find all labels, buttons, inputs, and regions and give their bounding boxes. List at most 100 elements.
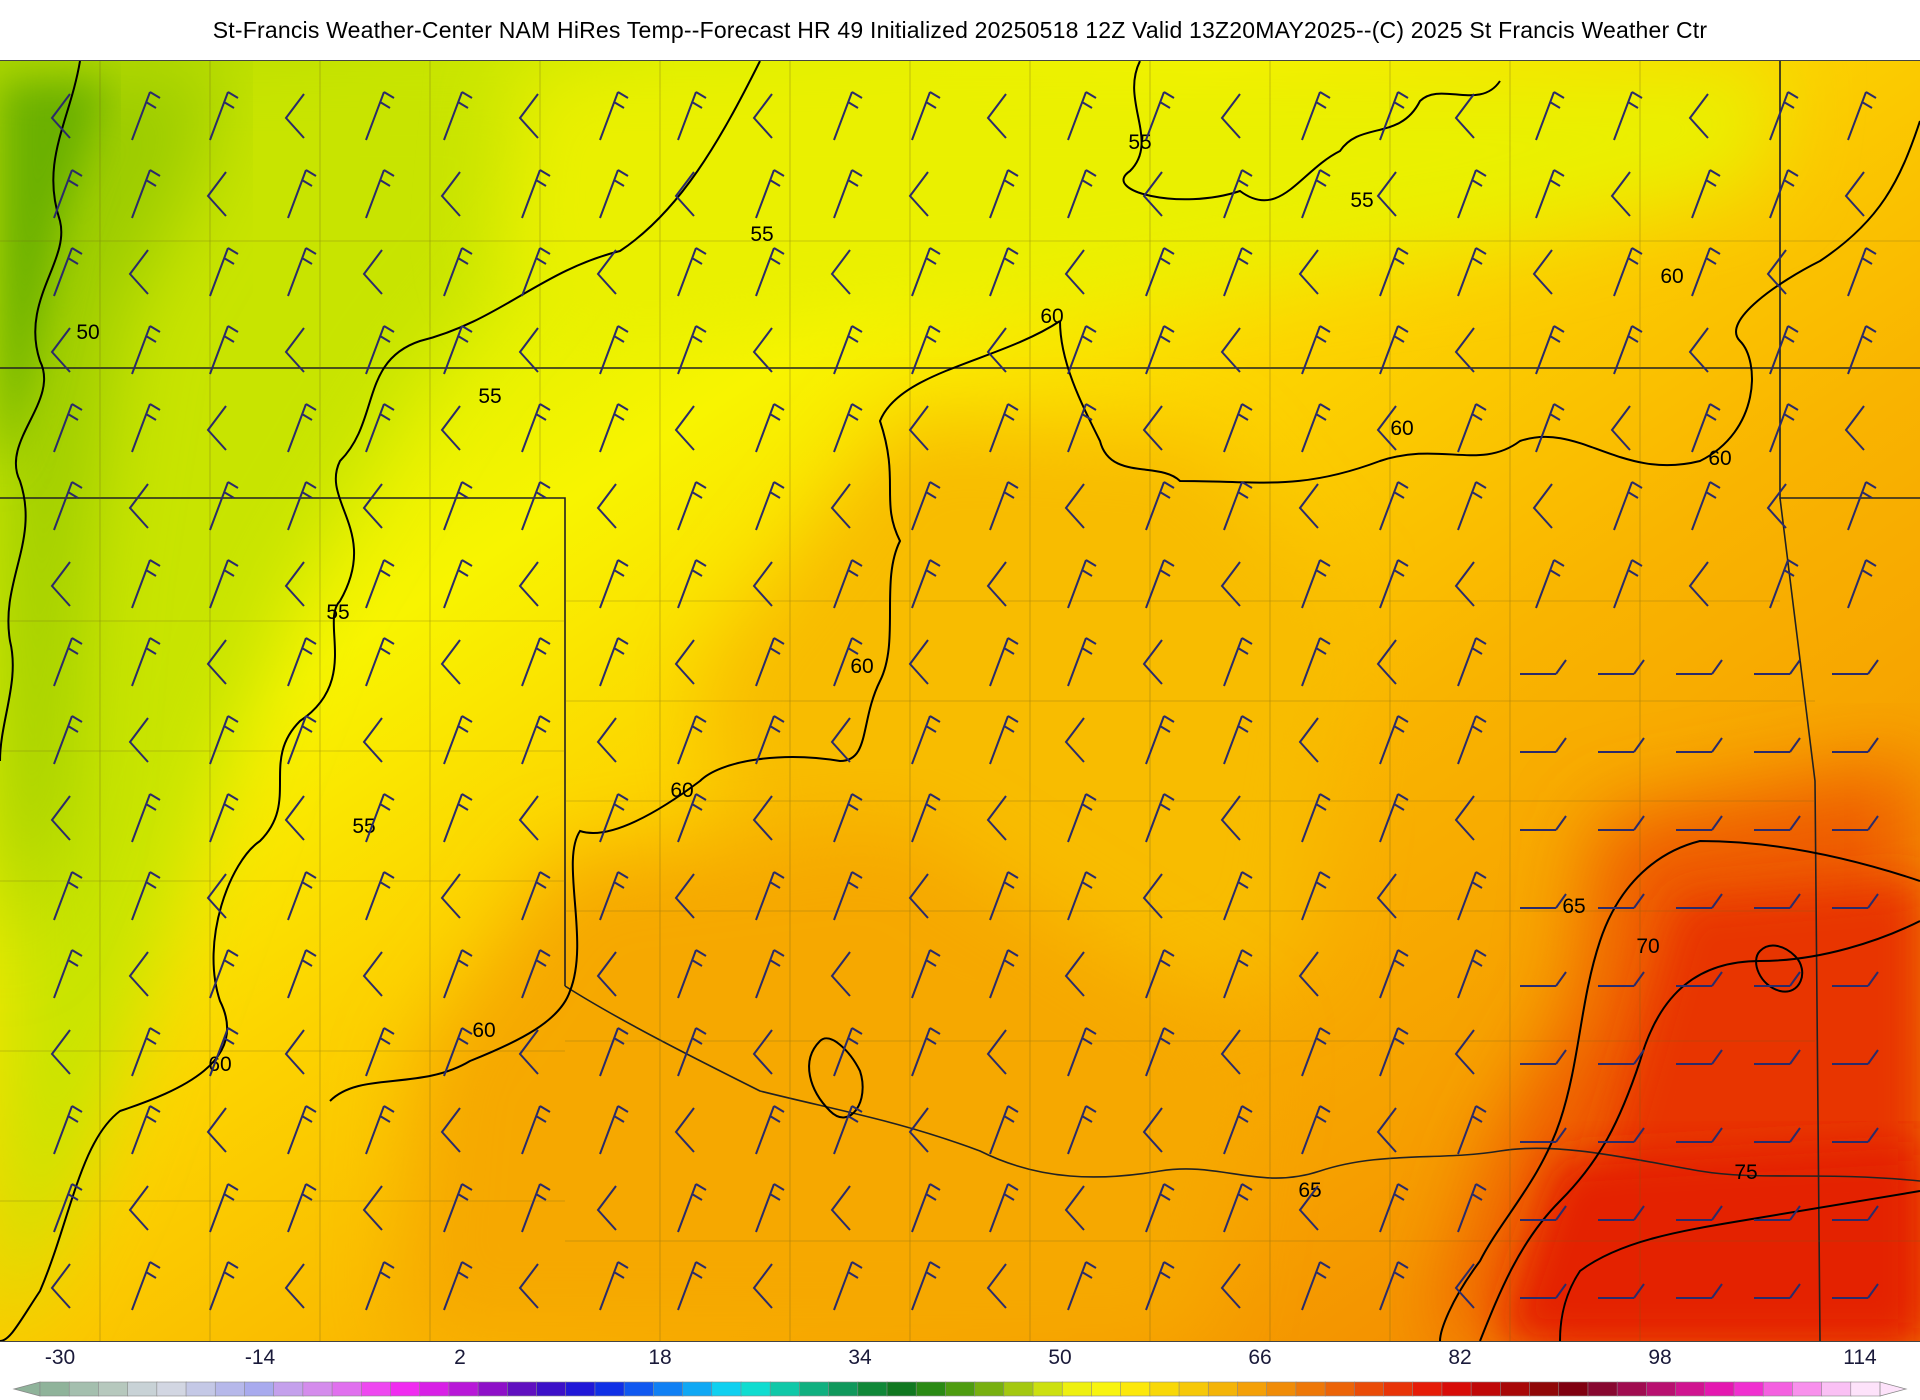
wind-barb bbox=[1688, 327, 1709, 373]
wind-barb bbox=[833, 871, 863, 921]
wind-barb bbox=[53, 637, 83, 687]
contour-label-65: 65 bbox=[1562, 895, 1585, 918]
wind-barb bbox=[1064, 483, 1085, 529]
colorbar-cell bbox=[1237, 1381, 1268, 1397]
colorbar-cell bbox=[127, 1381, 158, 1397]
colorbar-cells bbox=[12, 1381, 1908, 1397]
colorbar-cell bbox=[1120, 1381, 1151, 1397]
wind-barb bbox=[1064, 249, 1085, 295]
temperature-map: 50 55 55 55 55 55 55 60 60 60 60 60 60 6… bbox=[0, 60, 1920, 1342]
contour-label-70: 70 bbox=[1636, 935, 1659, 958]
colorbar-cell bbox=[1149, 1381, 1180, 1397]
wind-barb bbox=[1298, 1185, 1319, 1231]
wind-barb bbox=[1766, 249, 1787, 295]
wind-barb bbox=[1457, 247, 1487, 297]
colorbar-cell bbox=[1061, 1381, 1093, 1397]
contour-label-55: 55 bbox=[1350, 189, 1373, 212]
wind-barb bbox=[1298, 249, 1319, 295]
wind-barb bbox=[131, 871, 161, 921]
wind-barb bbox=[1379, 715, 1409, 765]
wind-barb bbox=[1688, 561, 1709, 607]
wind-barb bbox=[1298, 483, 1319, 529]
wind-barb bbox=[1067, 403, 1097, 453]
wind-barb bbox=[365, 403, 395, 453]
wind-barb bbox=[209, 481, 239, 531]
wind-barb bbox=[989, 169, 1019, 219]
colorbar-cell bbox=[1558, 1381, 1589, 1397]
wind-barb bbox=[1145, 1183, 1175, 1233]
wind-barb bbox=[1457, 1105, 1487, 1155]
wind-barb bbox=[440, 171, 461, 217]
colorbar-cell bbox=[1324, 1381, 1356, 1397]
wind-barb bbox=[1520, 971, 1567, 987]
wind-barb bbox=[128, 951, 149, 997]
wind-barb bbox=[830, 1185, 851, 1231]
wind-barb bbox=[131, 1261, 161, 1311]
wind-barb bbox=[677, 1261, 707, 1311]
contour-label-60: 60 bbox=[850, 655, 873, 678]
wind-barb bbox=[365, 559, 395, 609]
wind-barb bbox=[521, 481, 551, 531]
wind-barb bbox=[1376, 171, 1397, 217]
wind-barb bbox=[1457, 715, 1487, 765]
wind-barb bbox=[1754, 737, 1801, 753]
wind-barb bbox=[1067, 793, 1097, 843]
colorbar-tick-label: 34 bbox=[848, 1346, 872, 1369]
colorbar-cell bbox=[886, 1381, 917, 1397]
colorbar-cell bbox=[740, 1381, 771, 1397]
wind-barb bbox=[362, 717, 383, 763]
wind-barb bbox=[206, 171, 227, 217]
colorbar-tick-label: -14 bbox=[244, 1346, 276, 1369]
wind-barb bbox=[284, 93, 305, 139]
wind-barb bbox=[1598, 815, 1645, 831]
wind-barb bbox=[986, 327, 1007, 373]
wind-barb bbox=[596, 717, 617, 763]
wind-barb bbox=[209, 793, 239, 843]
wind-barb bbox=[1067, 871, 1097, 921]
wind-barb bbox=[1754, 1205, 1801, 1221]
wind-barb bbox=[50, 1263, 71, 1309]
wind-barb bbox=[440, 639, 461, 685]
wind-barb bbox=[1844, 405, 1865, 451]
wind-barb bbox=[365, 1105, 395, 1155]
wind-barb bbox=[284, 795, 305, 841]
wind-barb bbox=[599, 91, 629, 141]
wind-barb bbox=[599, 871, 629, 921]
colorbar-cell bbox=[915, 1381, 947, 1397]
wind-barb bbox=[1067, 559, 1097, 609]
wind-barb bbox=[1754, 659, 1801, 675]
wind-barb bbox=[1301, 1261, 1331, 1311]
wind-barb bbox=[1454, 1029, 1475, 1075]
contour-label-60: 60 bbox=[670, 779, 693, 802]
contour-label-55: 55 bbox=[1128, 131, 1151, 154]
wind-barb bbox=[752, 795, 773, 841]
wind-barb bbox=[128, 717, 149, 763]
wind-barb bbox=[1769, 403, 1799, 453]
wind-barb bbox=[365, 637, 395, 687]
contour-label-55: 55 bbox=[326, 601, 349, 624]
wind-barb bbox=[986, 1029, 1007, 1075]
wind-barb bbox=[53, 715, 83, 765]
wind-barb bbox=[1379, 949, 1409, 999]
colorbar-cell bbox=[1383, 1381, 1414, 1397]
wind-barb bbox=[830, 483, 851, 529]
wind-barb bbox=[1520, 893, 1567, 909]
wind-barb bbox=[1067, 91, 1097, 141]
wind-barb bbox=[365, 1027, 395, 1077]
wind-barb bbox=[674, 1107, 695, 1153]
colorbar-cell bbox=[419, 1381, 450, 1397]
wind-barb bbox=[596, 483, 617, 529]
wind-barb bbox=[53, 169, 83, 219]
colorbar-cell bbox=[1733, 1381, 1764, 1397]
wind-barb bbox=[833, 1027, 863, 1077]
colorbar-cell bbox=[1792, 1381, 1823, 1397]
wind-barb bbox=[1379, 1027, 1409, 1077]
wind-barb bbox=[674, 639, 695, 685]
wind-barb bbox=[599, 403, 629, 453]
wind-barb bbox=[596, 249, 617, 295]
wind-barb bbox=[1676, 737, 1723, 753]
wind-barb bbox=[1847, 247, 1877, 297]
wind-barb bbox=[1691, 247, 1721, 297]
wind-barb bbox=[1676, 659, 1723, 675]
contour-label-60: 60 bbox=[1660, 265, 1683, 288]
